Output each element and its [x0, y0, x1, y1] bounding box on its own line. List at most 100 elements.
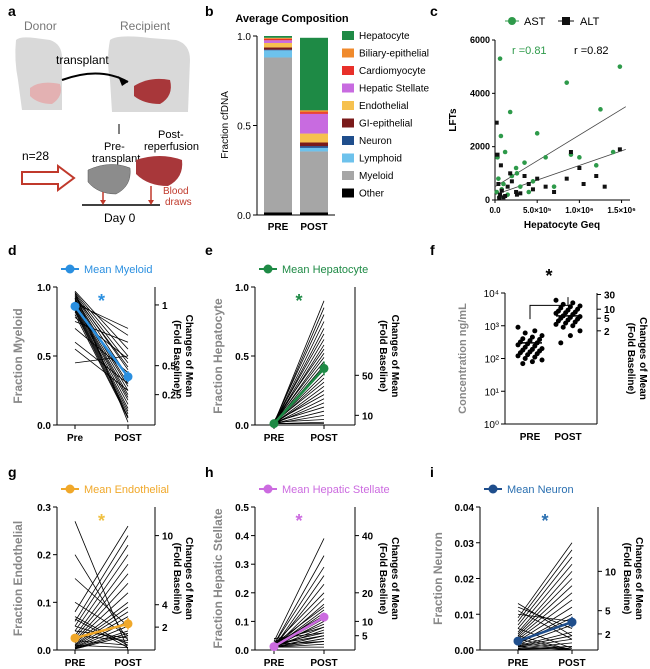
patient-line [74, 303, 129, 329]
patient-line [517, 542, 573, 619]
scatter-point-alt [514, 190, 519, 194]
bar-segment [264, 47, 292, 50]
mean-point [269, 419, 279, 429]
x-tick-label: PRE [268, 222, 289, 233]
y2-tick-label: 4 [162, 601, 168, 612]
y-axis-label: Fraction Myeloid [11, 308, 25, 403]
patient-line [74, 630, 129, 639]
patient-line [273, 538, 325, 642]
data-point [522, 330, 528, 336]
x-tick-label: 0.0 [489, 206, 501, 215]
y-tick-label: 0.02 [455, 575, 475, 586]
patient-line [517, 571, 573, 633]
legend-label: Mean Hepatic Stellate [282, 484, 390, 496]
significance-star: * [98, 511, 105, 531]
patient-line [74, 296, 129, 368]
y2-tick-label: 10 [604, 305, 616, 316]
legend-label: GI-epithelial [359, 119, 412, 130]
patient-line [74, 573, 129, 639]
mean-point [319, 363, 329, 373]
significance-star: * [98, 291, 105, 311]
x-tick-label: POST [558, 658, 585, 669]
patient-line [74, 625, 129, 648]
legend-label: Endothelial [359, 101, 408, 112]
y-tick-label: 0.1 [37, 598, 51, 609]
significance-star: * [541, 511, 548, 531]
scatter-point-alt [522, 174, 527, 178]
legend-label: Biliary-epithelial [359, 49, 429, 60]
patient-line [74, 592, 129, 642]
patient-line [74, 292, 129, 423]
patient-line [517, 631, 573, 647]
x-tick-label: 1.5×10⁶ [607, 206, 636, 215]
y-tick-label: 1.0 [237, 32, 251, 43]
patient-line [517, 585, 573, 636]
patient-line [74, 304, 129, 401]
patient-line [517, 646, 573, 651]
patient-line [273, 321, 325, 424]
scatter-point-alt [505, 184, 510, 189]
data-point [563, 320, 569, 326]
y2-axis-label-line2: (Fold Baseline) [377, 543, 388, 615]
patient-line [517, 646, 573, 650]
y-tick-label: 0.5 [235, 352, 249, 363]
y2-axis-label-line1: Changes of Mean [183, 315, 194, 398]
patient-line [273, 583, 325, 648]
panel-letters: a b c d e f g h i [8, 3, 438, 480]
patient-line [74, 290, 129, 350]
mean-line [273, 616, 325, 648]
legend-label: Lymphoid [359, 154, 402, 165]
y2-tick-label: 2 [604, 327, 610, 338]
patient-line [517, 613, 573, 622]
legend-label: Hepatic Stellate [359, 84, 429, 95]
y-tick-label: 0.0 [235, 421, 249, 432]
transplant-label: transplant [56, 53, 109, 67]
patient-line [273, 641, 325, 648]
scatter-point-ast [497, 56, 503, 61]
patient-line [273, 300, 325, 424]
data-point [532, 328, 538, 334]
data-point [529, 334, 535, 340]
legend-label: Mean Neuron [507, 484, 574, 496]
legend-swatch [342, 153, 354, 163]
scatter-point-alt [494, 120, 499, 125]
scatter-point-ast [522, 160, 527, 165]
mean-line [74, 305, 129, 378]
patient-line [74, 618, 129, 648]
scatter-point-alt [535, 176, 540, 181]
y-axis-label: LFTs [448, 108, 459, 132]
scatter-point-alt [498, 192, 503, 197]
y-tick-label: 0.5 [235, 503, 249, 514]
data-point [529, 359, 535, 365]
bar-segment [300, 146, 328, 148]
scatter-point-alt [501, 195, 506, 200]
mean-point [70, 633, 80, 643]
scatter-point-ast [610, 149, 616, 155]
bar-segment [300, 212, 328, 215]
recipient-label: Recipient [120, 19, 171, 33]
y-tick-label: 0.0 [37, 646, 51, 657]
legend-marker [263, 484, 273, 494]
y-tick-label: 10⁰ [484, 420, 499, 431]
mean-line [517, 620, 573, 643]
panel-letter-c: c [430, 3, 438, 19]
x-tick-label: PRE [264, 658, 285, 669]
legend-marker [488, 484, 498, 494]
bar-segment [300, 142, 328, 147]
bar-segment [264, 40, 292, 43]
patient-line [273, 615, 325, 645]
bar-segment [264, 50, 292, 58]
panel-a-schematic: Donor Recipient transplant n=28 Pre- tra… [15, 19, 199, 225]
y-tick-label: 0.03 [455, 539, 475, 550]
patient-line [273, 592, 325, 645]
bar-segment [264, 49, 292, 51]
y2-tick-label: 10 [362, 617, 374, 628]
patient-line [273, 635, 325, 648]
panel-letter-h: h [205, 464, 214, 480]
y-tick-label: 10¹ [485, 387, 500, 398]
y-tick-label: 0.0 [237, 211, 251, 222]
endothelial-chart: Mean Endothelial 0.0 0.1 0.2 0.3 10 4 2 Fraction… [11, 484, 194, 669]
patient-line [74, 525, 129, 613]
patient-line [74, 535, 129, 622]
